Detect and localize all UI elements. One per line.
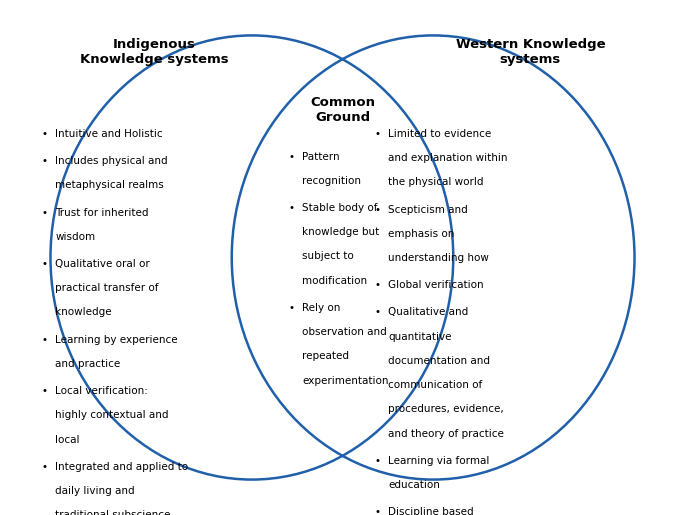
Text: •: • <box>42 208 48 217</box>
Text: traditional subscience: traditional subscience <box>55 510 171 515</box>
Text: highly contextual and: highly contextual and <box>55 410 169 420</box>
Text: Learning by experience: Learning by experience <box>55 335 178 345</box>
Text: daily living and: daily living and <box>55 486 135 496</box>
Text: •: • <box>375 456 381 466</box>
Text: practical transfer of: practical transfer of <box>55 283 159 293</box>
Text: documentation and: documentation and <box>388 356 490 366</box>
Text: Qualitative and: Qualitative and <box>388 307 469 317</box>
Text: and theory of practice: and theory of practice <box>388 428 504 439</box>
Text: •: • <box>42 386 48 396</box>
Text: education: education <box>388 480 440 490</box>
Text: Rely on: Rely on <box>302 303 340 313</box>
Text: •: • <box>42 335 48 345</box>
Text: •: • <box>375 307 381 317</box>
Text: Indigenous
Knowledge systems: Indigenous Knowledge systems <box>80 38 229 66</box>
Text: •: • <box>42 259 48 269</box>
Text: Learning via formal: Learning via formal <box>388 456 490 466</box>
Text: Scepticism and: Scepticism and <box>388 204 468 215</box>
Text: recognition: recognition <box>302 176 361 186</box>
Text: metaphysical realms: metaphysical realms <box>55 180 164 190</box>
Text: knowledge: knowledge <box>55 307 112 317</box>
Text: subject to: subject to <box>302 251 354 262</box>
Text: Pattern: Pattern <box>302 151 340 162</box>
Text: Discipline based: Discipline based <box>388 507 474 515</box>
Text: •: • <box>42 129 48 139</box>
Text: •: • <box>375 129 381 139</box>
Text: experimentation: experimentation <box>302 375 388 386</box>
Text: •: • <box>289 303 295 313</box>
Text: understanding how: understanding how <box>388 253 489 263</box>
Text: and explanation within: and explanation within <box>388 153 508 163</box>
Text: knowledge but: knowledge but <box>302 227 379 237</box>
Text: local: local <box>55 435 79 444</box>
Text: Western Knowledge
systems: Western Knowledge systems <box>456 38 606 66</box>
Text: Intuitive and Holistic: Intuitive and Holistic <box>55 129 163 139</box>
Text: communication of: communication of <box>388 380 482 390</box>
Text: quantitative: quantitative <box>388 332 451 341</box>
Text: •: • <box>375 204 381 215</box>
Text: Local verification:: Local verification: <box>55 386 148 396</box>
Text: •: • <box>375 280 381 290</box>
Text: Trust for inherited: Trust for inherited <box>55 208 149 217</box>
Text: Stable body of: Stable body of <box>302 203 377 213</box>
Text: Integrated and applied to: Integrated and applied to <box>55 462 188 472</box>
Text: emphasis on: emphasis on <box>388 229 455 239</box>
Text: repeated: repeated <box>302 351 349 362</box>
Text: procedures, evidence,: procedures, evidence, <box>388 404 504 415</box>
Text: •: • <box>289 203 295 213</box>
Text: Qualitative oral or: Qualitative oral or <box>55 259 150 269</box>
Text: the physical world: the physical world <box>388 177 484 187</box>
Text: Limited to evidence: Limited to evidence <box>388 129 491 139</box>
Text: •: • <box>42 156 48 166</box>
Text: •: • <box>42 462 48 472</box>
Text: and practice: and practice <box>55 359 121 369</box>
Text: wisdom: wisdom <box>55 232 95 242</box>
Text: •: • <box>289 151 295 162</box>
Text: Common
Ground: Common Ground <box>310 96 375 124</box>
Text: Includes physical and: Includes physical and <box>55 156 168 166</box>
Text: modification: modification <box>302 276 367 286</box>
Text: observation and: observation and <box>302 327 387 337</box>
Text: Global verification: Global verification <box>388 280 484 290</box>
Text: •: • <box>375 507 381 515</box>
